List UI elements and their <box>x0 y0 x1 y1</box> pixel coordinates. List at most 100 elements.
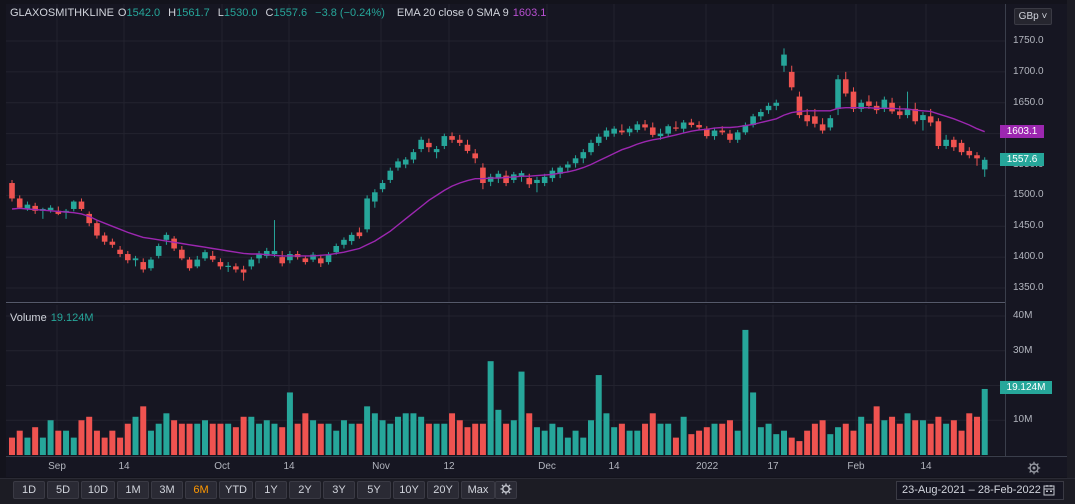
symbol-name[interactable]: GLAXOSMITHKLINE <box>10 7 114 19</box>
candle-body <box>842 79 849 94</box>
candle-body <box>318 258 324 264</box>
candle-body <box>109 241 116 245</box>
candle-body <box>781 54 787 66</box>
volume-bar <box>935 416 942 455</box>
volume-bar <box>124 423 131 455</box>
candle-body <box>704 128 710 137</box>
volume-bar <box>726 420 733 455</box>
candle-body <box>202 252 208 259</box>
price-tick-label: 1450.0 <box>1013 220 1044 232</box>
candle-body <box>271 250 278 255</box>
range-button-3y[interactable]: 3Y <box>323 481 355 499</box>
volume-bar <box>163 413 170 455</box>
range-button-5d[interactable]: 5D <box>47 481 79 499</box>
volume-bar <box>140 406 147 455</box>
range-button-2y[interactable]: 2Y <box>289 481 321 499</box>
candle-body <box>935 121 942 146</box>
candle-body <box>433 149 440 153</box>
candle-body <box>472 153 478 159</box>
volume-bar <box>773 434 780 455</box>
volume-bar <box>958 430 965 455</box>
date-range-field[interactable]: 23-Aug-2021 – 28-Feb-2022 <box>896 481 1064 500</box>
low-value: 1530.0 <box>223 7 258 19</box>
candle-body <box>449 136 455 140</box>
open-value: 1542.0 <box>126 7 161 19</box>
low-label: L <box>217 7 224 19</box>
volume-bar <box>364 406 371 455</box>
candle-body <box>595 136 602 143</box>
calendar-icon[interactable] <box>1043 484 1055 496</box>
volume-bar <box>510 420 517 455</box>
volume-bar <box>896 423 903 455</box>
volume-bar <box>371 413 378 455</box>
candle-body <box>348 234 355 242</box>
time-axis[interactable] <box>6 456 1067 477</box>
volume-bar <box>155 423 162 455</box>
volume-bar <box>974 416 980 455</box>
ema-label[interactable]: EMA 20 close 0 SMA 9 <box>396 7 509 19</box>
range-button-20y[interactable]: 20Y <box>427 481 459 499</box>
range-button-1y[interactable]: 1Y <box>255 481 287 499</box>
time-label: 17 <box>767 461 779 472</box>
settings-gear-icon[interactable] <box>1027 461 1041 475</box>
candle-body <box>711 130 718 137</box>
candle-body <box>580 152 587 159</box>
volume-bar <box>147 430 154 455</box>
time-label: Dec <box>538 461 556 472</box>
volume-bar <box>456 420 463 455</box>
candle-body <box>750 116 756 125</box>
volume-bar <box>541 430 548 455</box>
volume-bar <box>32 427 39 455</box>
volume-label[interactable]: Volume <box>10 312 47 324</box>
volume-bar <box>302 413 309 455</box>
volume-bar <box>680 416 687 455</box>
range-button-10d[interactable]: 10D <box>81 481 115 499</box>
candle-body <box>410 152 417 160</box>
volume-bar <box>202 420 208 455</box>
candle-body <box>32 205 38 211</box>
price-tick-label: 1700.0 <box>1013 65 1044 77</box>
volume-bar <box>865 423 872 455</box>
candle-body <box>78 201 85 209</box>
range-settings-button[interactable] <box>495 481 517 499</box>
candle-body <box>765 105 772 111</box>
candle-body <box>974 155 980 159</box>
range-button-1d[interactable]: 1D <box>13 481 45 499</box>
time-label: Oct <box>214 461 230 472</box>
price-tick-label: 1350.0 <box>1013 282 1044 293</box>
range-button-ytd[interactable]: YTD <box>219 481 253 499</box>
volume-bar <box>564 437 571 455</box>
candle-body <box>680 122 687 129</box>
candle-body <box>812 116 818 124</box>
range-button-max[interactable]: Max <box>461 481 495 499</box>
volume-bar <box>263 420 270 455</box>
volume-bar <box>495 409 502 455</box>
time-label: 14 <box>920 461 932 472</box>
volume-bar <box>927 423 934 455</box>
volume-bar <box>526 413 533 455</box>
volume-bar <box>827 434 834 455</box>
currency-selector[interactable]: GBp ˅ <box>1014 8 1052 25</box>
ema-price-tag: 1603.1 <box>1000 125 1044 138</box>
volume-bar <box>310 420 317 455</box>
volume-bar <box>580 437 587 455</box>
candle-body <box>364 198 370 230</box>
range-button-1m[interactable]: 1M <box>117 481 149 499</box>
range-button-6m[interactable]: 6M <box>185 481 217 499</box>
volume-bar <box>873 406 880 455</box>
range-button-3m[interactable]: 3M <box>151 481 183 499</box>
volume-bar <box>472 423 479 455</box>
window-edge <box>1067 0 1075 478</box>
candle-body <box>287 254 293 261</box>
volume-bar <box>286 392 293 455</box>
volume-bar <box>603 413 610 455</box>
candle-body <box>897 111 903 116</box>
range-settings-icon[interactable] <box>499 482 513 496</box>
candle-body <box>132 258 139 261</box>
price-pane[interactable] <box>6 4 1005 303</box>
candle-body <box>673 127 679 129</box>
candle-body <box>773 102 780 106</box>
range-button-10y[interactable]: 10Y <box>393 481 425 499</box>
range-button-5y[interactable]: 5Y <box>357 481 391 499</box>
volume-bar <box>819 420 826 455</box>
